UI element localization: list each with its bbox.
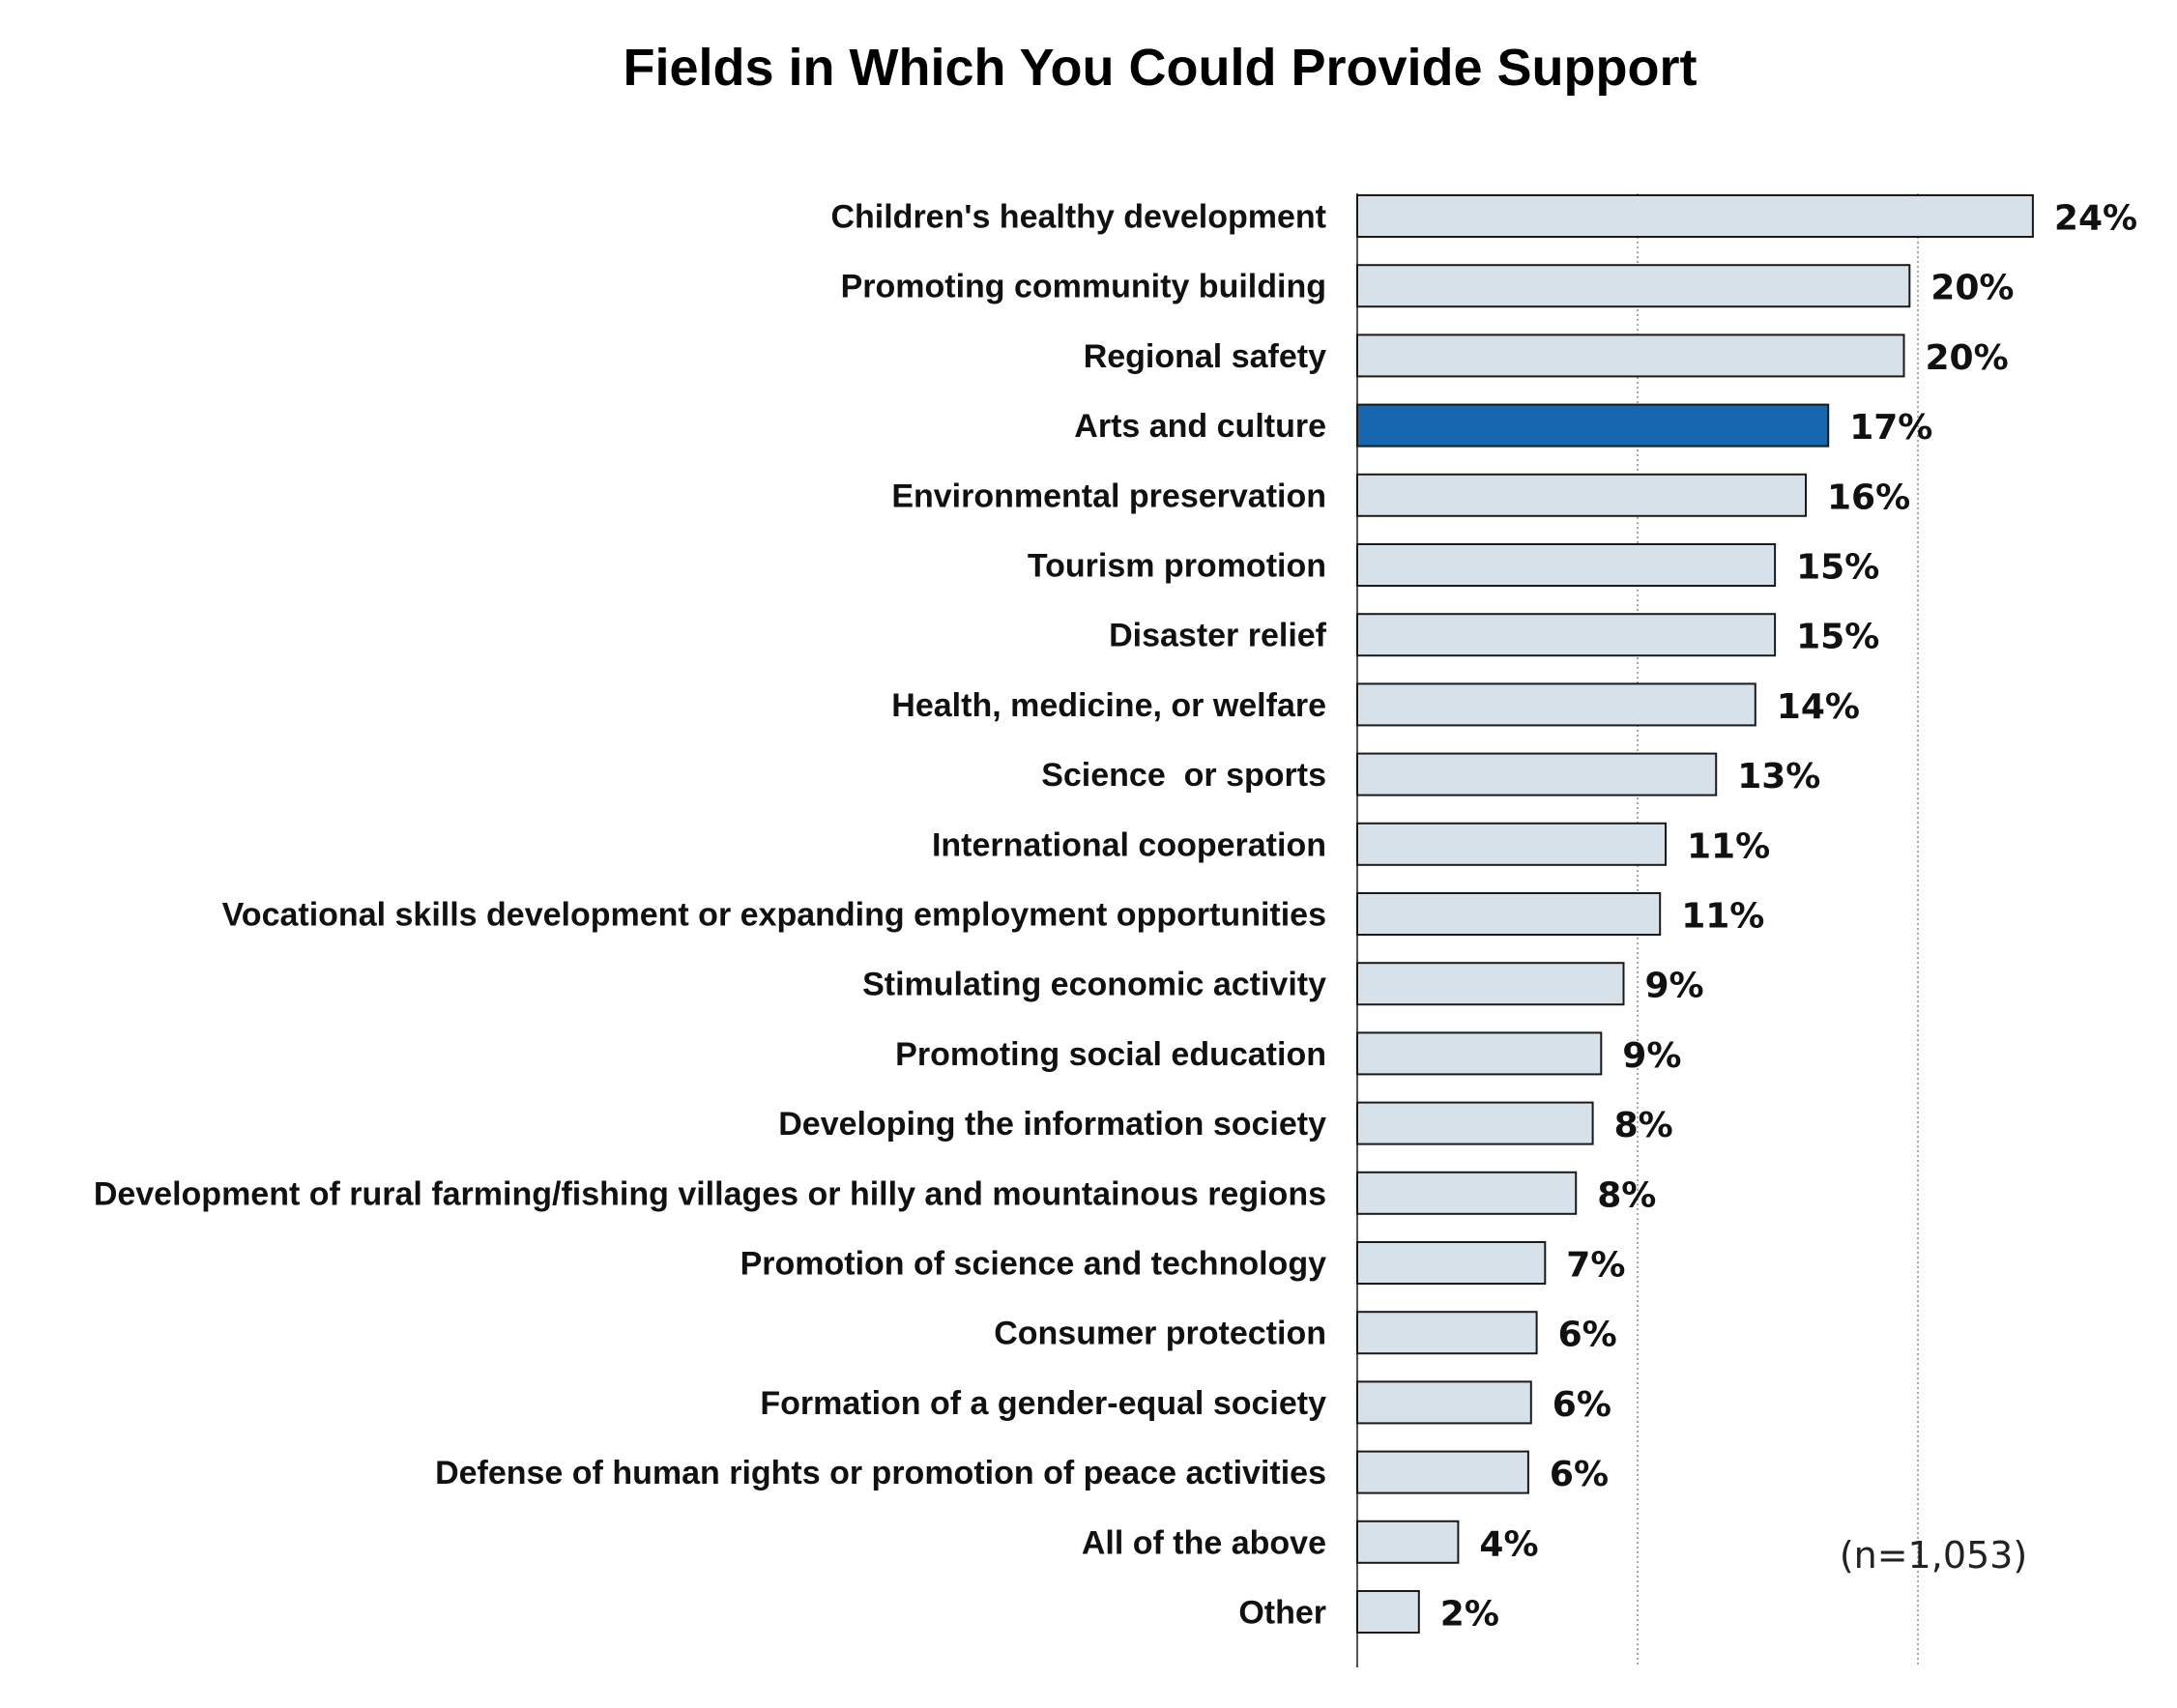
value-label: 6% bbox=[1550, 1455, 1609, 1494]
bar bbox=[1356, 1101, 1594, 1145]
value-label: 6% bbox=[1558, 1316, 1617, 1355]
bar bbox=[1356, 892, 1662, 936]
bar bbox=[1356, 1450, 1529, 1494]
bar bbox=[1356, 473, 1807, 517]
value-label: 24% bbox=[2054, 199, 2137, 239]
bar bbox=[1356, 752, 1718, 796]
bar bbox=[1356, 1520, 1460, 1564]
category-label: Children's healthy development bbox=[830, 199, 1326, 236]
value-label: 9% bbox=[1622, 1036, 1681, 1076]
value-label: 15% bbox=[1796, 618, 1879, 657]
category-label: International cooperation bbox=[932, 826, 1326, 863]
category-label: Regional safety bbox=[1084, 338, 1326, 375]
bar bbox=[1356, 962, 1625, 1006]
category-labels: Children's healthy development Promoting … bbox=[94, 199, 1327, 1632]
bar bbox=[1356, 613, 1777, 657]
value-label: 20% bbox=[1926, 338, 2009, 378]
bar bbox=[1356, 1171, 1578, 1215]
value-labels: 24% 20% 20% 17% 16% 15% 15% 14% 13% 11% 11% 9% 9% 8% 8… bbox=[1440, 199, 2137, 1635]
category-label: Developing the information society bbox=[778, 1106, 1326, 1143]
category-label: Development of rural farming/fishing vil… bbox=[94, 1175, 1326, 1212]
value-label: 7% bbox=[1566, 1246, 1625, 1286]
value-label: 14% bbox=[1777, 687, 1860, 727]
category-label: Health, medicine, or welfare bbox=[891, 687, 1326, 724]
category-label: Science or sports bbox=[1041, 757, 1326, 794]
bar bbox=[1356, 1241, 1547, 1285]
value-label: 13% bbox=[1737, 757, 1820, 796]
bar bbox=[1356, 333, 1905, 378]
category-label: All of the above bbox=[1082, 1524, 1326, 1561]
bar bbox=[1356, 543, 1777, 587]
value-label: 4% bbox=[1479, 1524, 1538, 1564]
category-label: Other bbox=[1238, 1595, 1326, 1632]
bar bbox=[1356, 1590, 1420, 1634]
value-label: 2% bbox=[1440, 1595, 1499, 1635]
chart-title: Fields in Which You Could Provide Suppor… bbox=[623, 39, 1697, 97]
category-label: Stimulating economic activity bbox=[862, 967, 1326, 1003]
value-label: 17% bbox=[1849, 408, 1932, 448]
category-label: Defense of human rights or promotion of … bbox=[435, 1455, 1326, 1491]
category-label: Promoting community building bbox=[841, 269, 1326, 305]
value-label: 15% bbox=[1796, 548, 1879, 588]
category-label: Tourism promotion bbox=[1028, 548, 1326, 585]
category-label: Consumer protection bbox=[994, 1316, 1326, 1352]
bar bbox=[1356, 1380, 1532, 1425]
value-label: 8% bbox=[1614, 1106, 1673, 1145]
value-label: 9% bbox=[1645, 967, 1704, 1006]
value-label: 11% bbox=[1687, 826, 1770, 866]
bar bbox=[1356, 264, 1911, 308]
category-label: Disaster relief bbox=[1109, 618, 1327, 654]
value-label: 8% bbox=[1597, 1175, 1656, 1215]
category-label: Promotion of science and technology bbox=[740, 1246, 1326, 1283]
category-label: Vocational skills development or expandi… bbox=[222, 897, 1326, 934]
value-label: 16% bbox=[1827, 478, 1910, 517]
bar bbox=[1356, 1311, 1538, 1355]
category-label: Arts and culture bbox=[1074, 408, 1326, 445]
value-label: 20% bbox=[1930, 269, 2014, 308]
bar bbox=[1356, 1031, 1603, 1076]
category-label: Promoting social education bbox=[895, 1036, 1326, 1073]
sample-size-note: (n=1,053) bbox=[1840, 1534, 2027, 1577]
bar bbox=[1356, 682, 1756, 727]
bars bbox=[1356, 194, 2034, 1634]
bar bbox=[1356, 403, 1830, 448]
bar bbox=[1356, 194, 2034, 238]
category-label: Environmental preservation bbox=[891, 478, 1326, 514]
value-label: 11% bbox=[1681, 897, 1764, 937]
value-label: 6% bbox=[1553, 1385, 1611, 1425]
bar bbox=[1356, 822, 1667, 866]
category-label: Formation of a gender-equal society bbox=[760, 1385, 1326, 1422]
